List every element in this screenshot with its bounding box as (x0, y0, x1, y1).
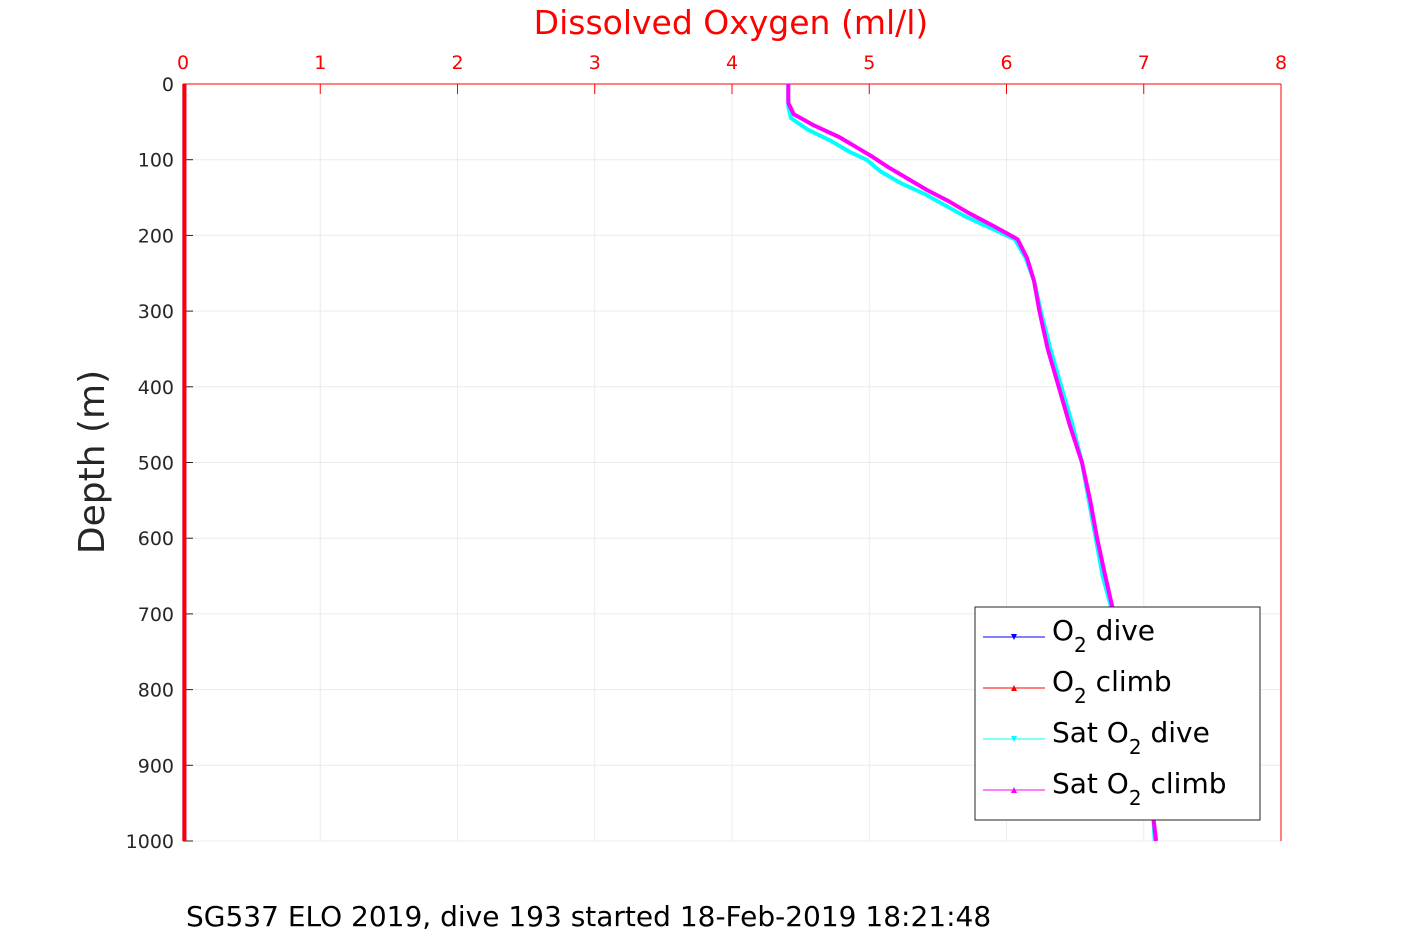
legend-box (974, 606, 1261, 821)
x-tick-label: 8 (1275, 52, 1287, 74)
y-tick-labels: 0 100 200 300 400 500 600 700 800 900 1000 (126, 74, 174, 853)
legend-label: Sat O2 climb (1052, 767, 1227, 810)
y-tick-label: 600 (138, 528, 174, 550)
x-tick-label: 6 (1000, 52, 1012, 74)
y-tick-label: 100 (138, 150, 174, 172)
y-tick-label: 200 (138, 225, 174, 247)
y-tick-label: 0 (162, 74, 174, 96)
chart-caption: SG537 ELO 2019, dive 193 started 18-Feb-… (186, 900, 991, 933)
y-tick-label: 700 (138, 604, 174, 626)
legend-label: O2 dive (1052, 614, 1155, 657)
y-tick-label: 400 (138, 377, 174, 399)
x-tick-label: 0 (177, 52, 189, 74)
legend-marker (1011, 634, 1017, 640)
legend-label: Sat O2 dive (1052, 716, 1210, 759)
x-tick-label: 4 (726, 52, 738, 74)
legend-marker (1011, 736, 1017, 742)
y-tick-label: 1000 (126, 831, 174, 853)
legend-marker (1011, 685, 1017, 691)
legend: O2 dive O2 climb Sat O2 dive Sat O2 climb (974, 606, 1261, 821)
legend-label: O2 climb (1052, 665, 1172, 708)
legend-entry: O2 dive (983, 614, 1155, 657)
x-tick-label: 2 (451, 52, 463, 74)
x-tick-label: 7 (1138, 52, 1150, 74)
legend-entry: Sat O2 climb (983, 767, 1227, 810)
x-tick-label: 1 (314, 52, 326, 74)
y-tick-label: 800 (138, 680, 174, 702)
y-axis-label: Depth (m) (72, 370, 113, 554)
legend-entry: O2 climb (983, 665, 1172, 708)
x-tick-label: 5 (863, 52, 875, 74)
x-tick-label: 3 (589, 52, 601, 74)
chart-title: Dissolved Oxygen (ml/l) (534, 3, 929, 42)
x-tick-labels: 0 1 2 3 4 5 6 7 8 (177, 52, 1287, 74)
y-tick-label: 900 (138, 755, 174, 777)
legend-marker (1011, 787, 1017, 793)
y-tick-label: 300 (138, 301, 174, 323)
y-tick-label: 500 (138, 453, 174, 475)
legend-entry: Sat O2 dive (983, 716, 1210, 759)
